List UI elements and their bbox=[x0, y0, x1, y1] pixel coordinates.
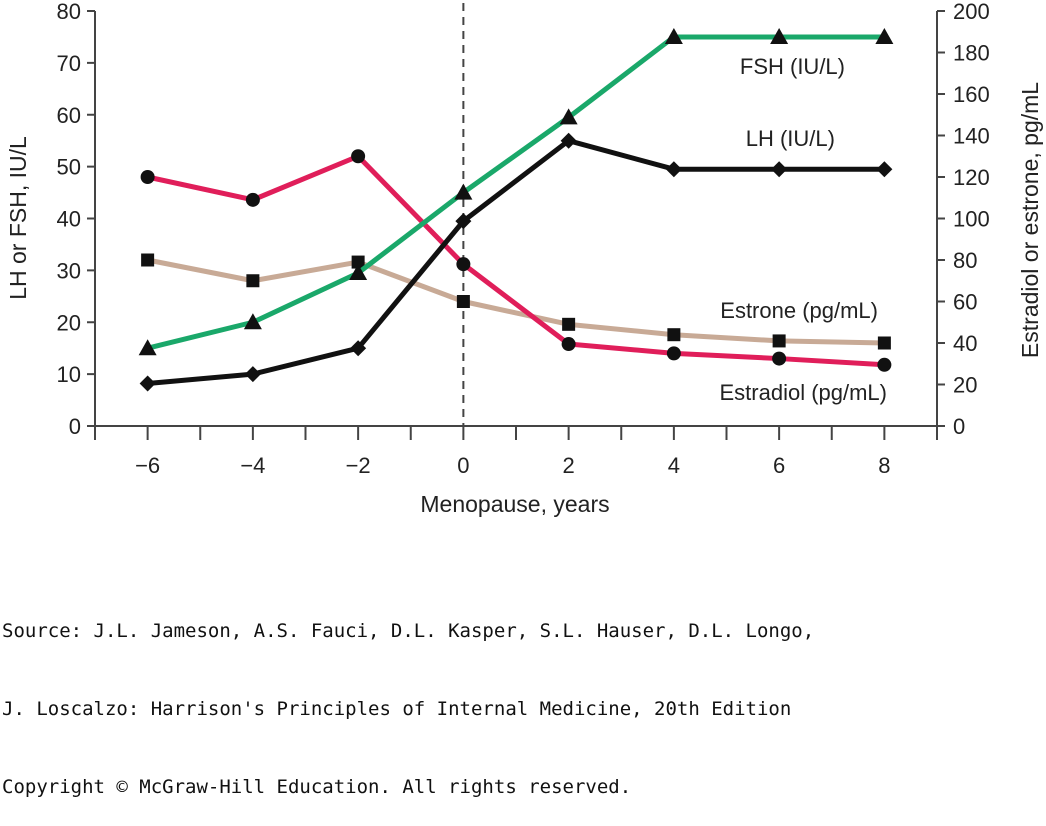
estradiol-data-point bbox=[245, 192, 260, 207]
source-line-1: Source: J.L. Jameson, A.S. Fauci, D.L. K… bbox=[2, 620, 815, 642]
left-y-tick-label: 0 bbox=[69, 414, 81, 439]
lh-data-point bbox=[139, 375, 156, 392]
menopause-hormone-chart: 0102030405060708002040608010012014016018… bbox=[5, 0, 1043, 517]
source-citation: Source: J.L. Jameson, A.S. Fauci, D.L. K… bbox=[2, 566, 814, 826]
fsh-data-point bbox=[770, 27, 789, 44]
right-y-tick-label: 80 bbox=[953, 248, 977, 273]
estradiol-data-point bbox=[140, 170, 155, 184]
x-tick-label: 2 bbox=[563, 453, 575, 478]
estrone-series-line bbox=[147, 257, 885, 346]
right-y-tick-label: 40 bbox=[953, 331, 977, 356]
left-y-tick-label: 20 bbox=[57, 310, 81, 335]
right-y-tick-label: 120 bbox=[953, 165, 990, 190]
fsh-data-point bbox=[559, 108, 578, 125]
lh-series-line bbox=[147, 138, 885, 386]
right-y-tick-label: 0 bbox=[953, 414, 965, 439]
left-y-tick-label: 10 bbox=[57, 362, 81, 387]
left-y-tick-label: 80 bbox=[57, 0, 81, 24]
series-label-estradiol: Estradiol (pg/mL) bbox=[719, 380, 887, 405]
right-y-tick-label: 200 bbox=[953, 0, 990, 24]
source-line-3: Copyright © McGraw-Hill Education. All r… bbox=[2, 776, 632, 798]
estrone-data-point bbox=[667, 328, 681, 342]
lh-data-point bbox=[455, 213, 472, 230]
estrone-data-point bbox=[351, 255, 365, 269]
x-axis-title: Menopause, years bbox=[420, 491, 609, 517]
x-tick-label: −4 bbox=[240, 453, 265, 478]
x-tick-label: −2 bbox=[346, 453, 371, 478]
left-y-tick-label: 70 bbox=[57, 51, 81, 76]
estrone-data-point bbox=[562, 317, 576, 331]
series-label-lh: LH (IU/L) bbox=[746, 126, 835, 151]
estradiol-data-point bbox=[877, 357, 892, 372]
left-y-tick-label: 50 bbox=[57, 155, 81, 180]
fsh-series-line bbox=[147, 34, 885, 351]
x-tick-label: 8 bbox=[878, 453, 890, 478]
fsh-data-point bbox=[349, 263, 368, 280]
estradiol-data-point bbox=[666, 346, 681, 361]
estradiol-data-point bbox=[351, 149, 366, 164]
estrone-data-point bbox=[772, 334, 786, 348]
right-y-tick-label: 160 bbox=[953, 82, 990, 107]
left-y-axis-title: LH or FSH, IU/L bbox=[5, 136, 31, 300]
fsh-data-point bbox=[454, 183, 473, 200]
estrone-data-point bbox=[456, 295, 470, 308]
right-y-tick-label: 140 bbox=[953, 124, 990, 149]
estradiol-series-line bbox=[147, 153, 885, 368]
right-y-tick-label: 20 bbox=[953, 373, 977, 398]
estrone-data-point bbox=[141, 253, 155, 267]
fsh-data-point bbox=[875, 27, 894, 44]
left-y-tick-label: 30 bbox=[57, 258, 81, 283]
x-tick-label: −6 bbox=[135, 453, 160, 478]
source-line-2: J. Loscalzo: Harrison's Principles of In… bbox=[2, 698, 792, 720]
x-tick-label: 0 bbox=[457, 453, 469, 478]
lh-data-point bbox=[244, 366, 261, 383]
right-y-tick-label: 180 bbox=[953, 41, 990, 66]
fsh-data-point bbox=[243, 313, 262, 330]
lh-data-point bbox=[350, 340, 367, 357]
estrone-data-point bbox=[877, 336, 891, 350]
x-tick-label: 4 bbox=[668, 453, 680, 478]
fsh-data-point bbox=[664, 27, 683, 44]
x-tick-label: 6 bbox=[773, 453, 785, 478]
right-y-tick-label: 100 bbox=[953, 207, 990, 232]
estradiol-data-point bbox=[772, 351, 787, 366]
lh-data-point bbox=[876, 161, 893, 178]
left-y-tick-label: 60 bbox=[57, 103, 81, 128]
right-y-axis-title: Estradiol or estrone, pg/mL bbox=[1017, 82, 1043, 358]
estradiol-data-point bbox=[456, 257, 471, 272]
estrone-data-point bbox=[246, 274, 260, 288]
estradiol-data-point bbox=[561, 337, 576, 352]
lh-data-point bbox=[771, 161, 788, 178]
lh-data-point bbox=[665, 161, 682, 178]
left-y-tick-label: 40 bbox=[57, 207, 81, 232]
series-label-fsh: FSH (IU/L) bbox=[740, 54, 845, 79]
fsh-data-point bbox=[138, 339, 157, 356]
series-label-estrone: Estrone (pg/mL) bbox=[720, 298, 878, 323]
lh-data-point bbox=[560, 132, 577, 149]
right-y-tick-label: 60 bbox=[953, 290, 977, 315]
